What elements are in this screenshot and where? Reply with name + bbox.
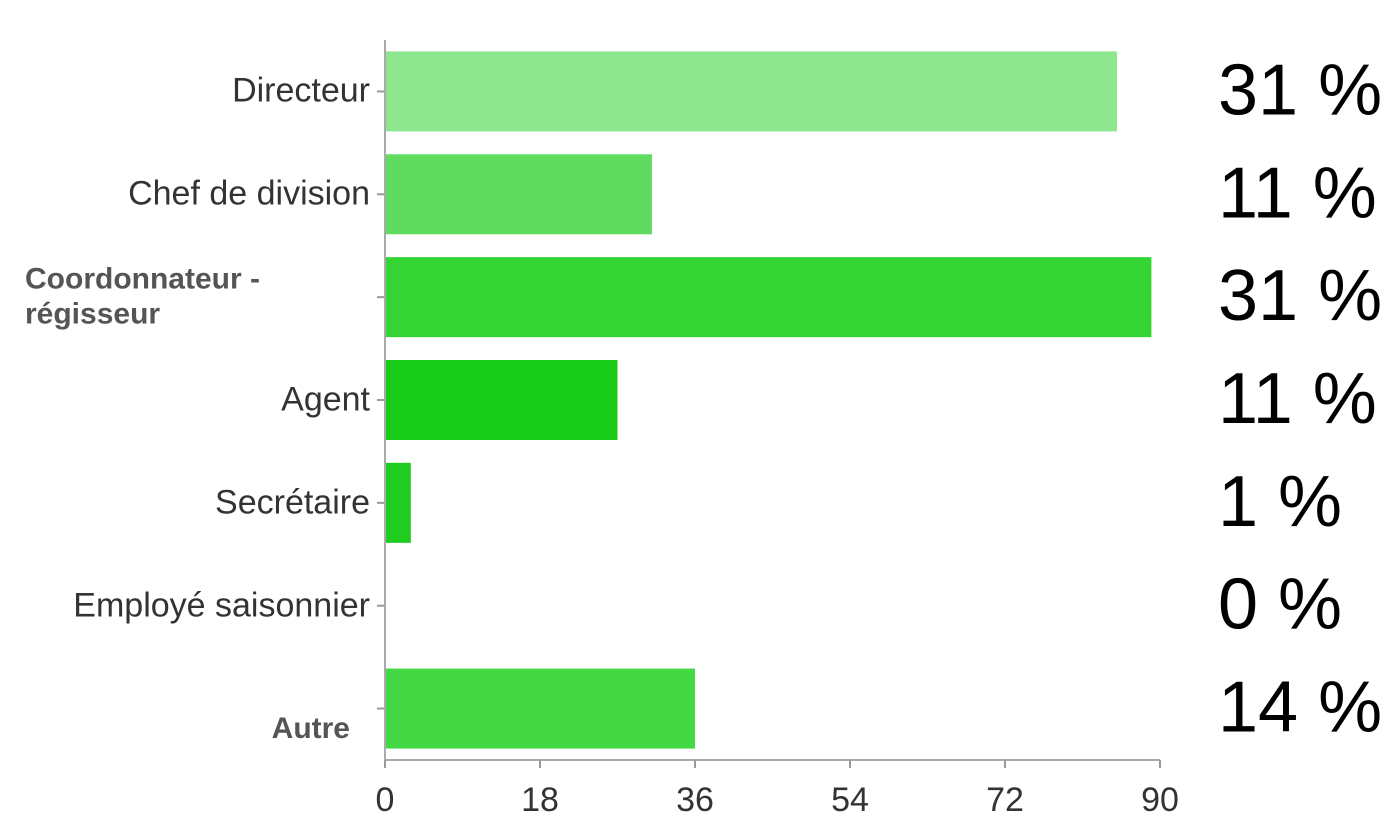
bar	[385, 462, 411, 543]
x-tick-label: 72	[986, 781, 1024, 819]
bar	[385, 257, 1152, 338]
category-label: Employé saisonnier	[73, 586, 370, 625]
category-label: Chef de division	[128, 174, 370, 213]
category-label: Autre	[271, 711, 350, 745]
bar	[385, 668, 695, 749]
share-label: 0 %	[1218, 565, 1342, 645]
x-tick-label: 18	[521, 781, 559, 819]
share-label: 14 %	[1218, 668, 1382, 748]
x-tick-label: 0	[376, 781, 395, 819]
bar	[385, 51, 1117, 132]
bar	[385, 154, 652, 235]
share-label: 11 %	[1218, 153, 1377, 233]
category-label: Secrétaire	[215, 483, 370, 522]
share-label: 31 %	[1218, 50, 1382, 130]
category-label: Coordonnateur - régisseur	[25, 262, 260, 331]
share-label: 1 %	[1218, 462, 1342, 542]
category-label: Directeur	[232, 71, 370, 110]
bar	[385, 360, 618, 440]
share-label: 31 %	[1218, 256, 1382, 336]
category-label: Agent	[281, 380, 370, 419]
x-tick-label: 54	[831, 781, 869, 819]
x-tick-label: 90	[1141, 781, 1179, 819]
x-tick-label: 36	[676, 781, 714, 819]
share-label: 11 %	[1218, 359, 1377, 439]
